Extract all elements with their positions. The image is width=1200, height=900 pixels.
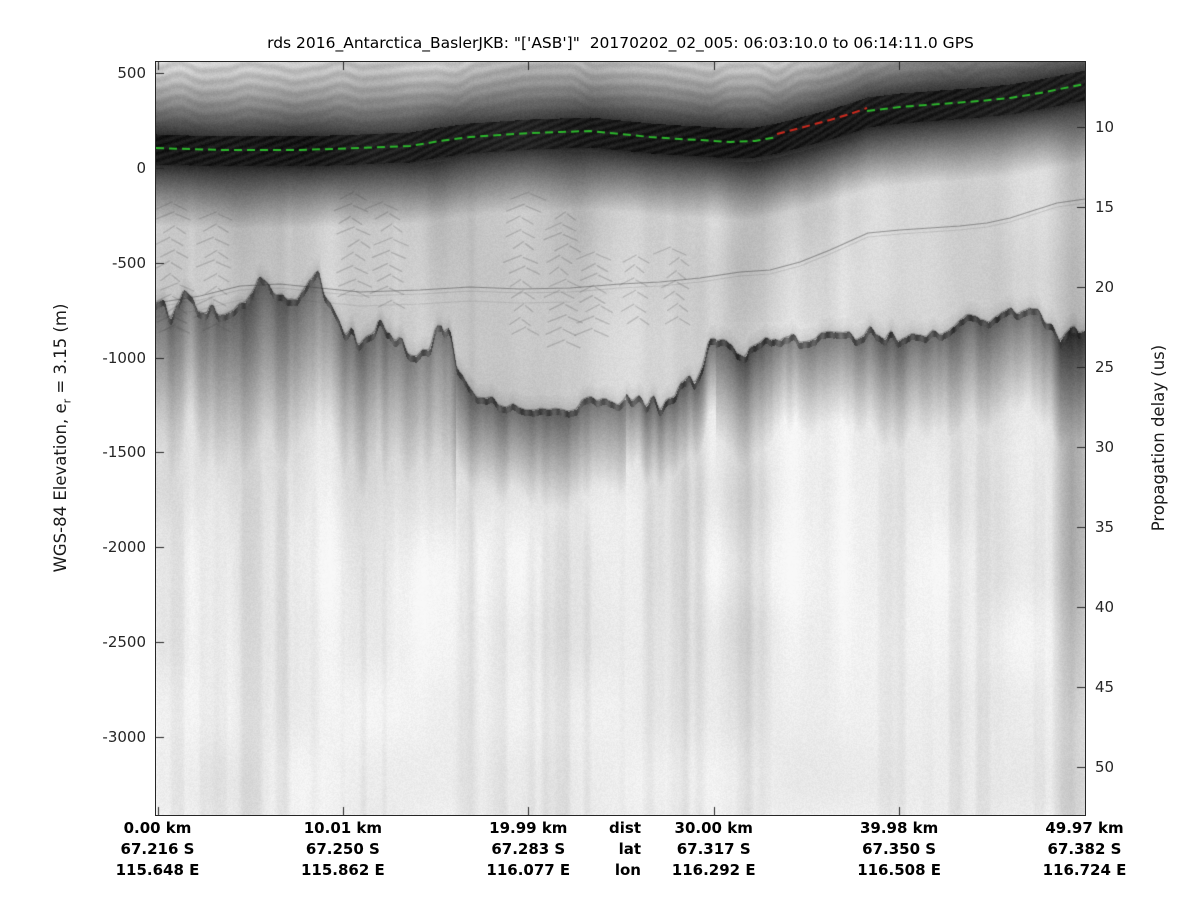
y-tick-label-right: 20 [1095, 278, 1115, 296]
x-tick-column: 0.00 km 67.216 S 115.648 E [73, 818, 243, 881]
x-tick-lon: 116.724 E [1042, 861, 1127, 879]
y-tick-label-left: -1500 [102, 443, 146, 462]
x-tick-dist: 30.00 km [674, 819, 753, 837]
x-tick-column: 30.00 km 67.317 S 116.292 E [629, 818, 799, 881]
y-tick-label-right: 45 [1095, 678, 1115, 696]
y-tick-label-left: -3000 [102, 727, 146, 746]
x-tick-lat: 67.250 S [305, 840, 380, 858]
x-header-dist: dist [609, 819, 641, 837]
y-tick-label-right: 15 [1095, 198, 1115, 216]
plot-title: rds 2016_Antarctica_BaslerJKB: "['ASB']"… [267, 34, 974, 52]
y-tick-label-right: 40 [1095, 598, 1115, 616]
x-tick-column: 19.99 km 67.283 S 116.077 E [443, 818, 613, 881]
x-tick-column: 49.97 km 67.382 S 116.724 E [1000, 818, 1170, 881]
y-tick-label-left: -2500 [102, 633, 146, 652]
y-tick-label-left: 0 [136, 158, 146, 177]
x-header-column: dist lat lon [557, 818, 641, 881]
y-axis-label-left: WGS-84 Elevation, er = 3.15 (m) [51, 248, 73, 628]
x-tick-lat: 67.216 S [120, 840, 195, 858]
x-tick-lat: 67.382 S [1047, 840, 1122, 858]
y-tick-label-right: 25 [1095, 358, 1115, 376]
y-tick-label-right: 30 [1095, 438, 1115, 456]
y-tick-label-left: -2000 [102, 538, 146, 557]
x-header-lon: lon [614, 861, 641, 879]
x-tick-lon: 116.508 E [857, 861, 941, 879]
x-tick-dist: 19.99 km [489, 819, 568, 837]
x-header-lat: lat [618, 840, 641, 858]
x-tick-lon: 116.292 E [671, 861, 756, 879]
y-tick-label-left: -1000 [102, 348, 146, 367]
x-tick-dist: 49.97 km [1045, 819, 1124, 837]
y-tick-label-right: 50 [1095, 758, 1115, 776]
x-tick-dist: 0.00 km [123, 819, 192, 837]
x-tick-lat: 67.283 S [491, 840, 566, 858]
x-tick-lat: 67.350 S [862, 840, 937, 858]
echogram-canvas [156, 62, 1085, 815]
y-tick-label-left: -500 [111, 253, 146, 272]
y-tick-label-left: 500 [117, 64, 146, 82]
x-tick-dist: 39.98 km [859, 819, 939, 837]
x-tick-lon: 115.648 E [115, 861, 200, 879]
x-tick-lon: 115.862 E [300, 861, 385, 879]
x-tick-dist: 10.01 km [303, 819, 383, 837]
y-tick-label-right: 35 [1095, 518, 1115, 536]
y-axis-label-left-sub: r [60, 398, 74, 404]
x-tick-column: 10.01 km 67.250 S 115.862 E [258, 818, 428, 881]
x-tick-column: 39.98 km 67.350 S 116.508 E [814, 818, 984, 881]
plot-area [155, 61, 1086, 816]
x-tick-lat: 67.317 S [676, 840, 751, 858]
y-tick-label-right: 10 [1095, 118, 1115, 136]
x-tick-lon: 116.077 E [486, 861, 571, 879]
